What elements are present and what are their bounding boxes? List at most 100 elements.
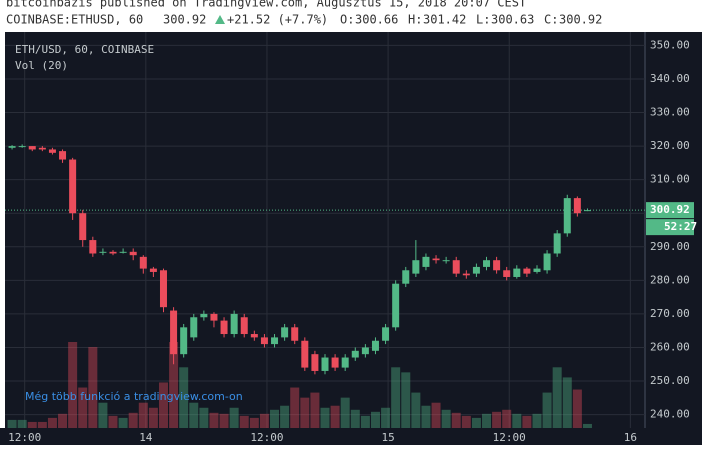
volume-bar (381, 407, 391, 428)
volume-bar (108, 415, 118, 428)
y-tick-label: 330.00 (650, 106, 690, 119)
volume-bar (199, 407, 209, 428)
candle-body (402, 270, 410, 284)
publisher-line: bitcoinbazis published on TradingView.co… (6, 0, 526, 10)
countdown-tag (646, 219, 694, 236)
volume-bar (572, 389, 582, 428)
x-tick-label: 12:00 (250, 431, 283, 444)
volume-bar (401, 372, 411, 428)
volume-bar (17, 419, 27, 428)
candle-body (250, 334, 258, 338)
promo[interactable]: Még több funkció a tradingview.com-on (25, 390, 243, 403)
candle-body (351, 350, 359, 358)
candle-body (99, 251, 107, 253)
ohlc-label: H: (408, 13, 422, 27)
candle-body (392, 283, 400, 328)
candle-body (442, 260, 450, 262)
candle-body (281, 327, 289, 338)
volume-bar (492, 411, 502, 428)
candle-body (311, 354, 319, 371)
candle-body (503, 270, 511, 277)
symbol: COINBASE:ETHUSD, 60 (6, 13, 143, 27)
volume-bar (512, 413, 522, 428)
candle-body (200, 313, 208, 318)
volume-bar (290, 387, 300, 428)
candle-body (553, 233, 561, 254)
volume-bar (249, 417, 259, 428)
candle-body (513, 268, 521, 277)
price-tag (646, 202, 694, 219)
candle-body (301, 340, 309, 368)
x-tick-label: 16 (624, 431, 637, 444)
y-tick-label: 310.00 (650, 173, 690, 186)
candle-body (533, 268, 541, 272)
volume-bar (189, 402, 199, 428)
volume-bar (451, 412, 461, 428)
candle-body (159, 270, 167, 308)
candle-body (220, 320, 228, 335)
candle-body (180, 327, 188, 355)
volume-bar (88, 347, 98, 428)
volume-bar (360, 415, 370, 428)
candle-body (28, 146, 36, 150)
volume-bar (320, 407, 330, 428)
volume-bar (370, 411, 380, 428)
y-tick-label: 260.00 (650, 340, 690, 353)
candle-body (139, 256, 147, 269)
candle-body (109, 251, 117, 254)
volume-bar (391, 367, 401, 428)
ohlc-value: 300.66 (355, 13, 398, 27)
volume-bar (7, 419, 17, 428)
candle-body (291, 327, 299, 341)
candle-body (190, 317, 198, 338)
candle-body (59, 151, 67, 160)
volume-bar (431, 402, 441, 428)
volume-bar (138, 402, 148, 428)
volume-bar (441, 409, 451, 428)
volume-bar (158, 382, 168, 428)
y-tick-label: 290.00 (650, 240, 690, 253)
volume-bar (482, 413, 492, 428)
ohlc-label: O: (340, 13, 354, 27)
volume-bar (300, 397, 310, 428)
price-tag-label: 300.92 (650, 203, 690, 216)
x-tick-label: 14 (139, 431, 153, 444)
volume-bar (68, 342, 78, 428)
volume-bar (179, 367, 189, 428)
grid: 240.00 250.00 260.00 270.00 280.00 290.00 300.… (5, 32, 690, 444)
volume-bar (502, 409, 512, 428)
volume-bar (522, 415, 532, 428)
x-tick-label: 15 (381, 431, 394, 444)
y-tick-label: 320.00 (650, 139, 690, 152)
volume-title: Vol (20) (15, 59, 68, 72)
candle-body (543, 253, 551, 271)
candle-body (371, 340, 379, 351)
candle-body (361, 347, 369, 355)
countdown: 52:27 (664, 220, 697, 233)
candle-body (119, 251, 127, 253)
volume-bar (239, 415, 249, 428)
candle-body (8, 146, 16, 148)
candle-body (563, 198, 571, 234)
y-tick-label: 240.00 (650, 408, 690, 421)
volume-bar (421, 405, 431, 428)
candle-body (483, 260, 491, 267)
y-tick-label: 350.00 (650, 38, 690, 51)
volume-bar (47, 417, 57, 428)
candle-body (493, 260, 501, 271)
candle-body (271, 337, 279, 345)
candle-body (48, 149, 56, 153)
legend-title: ETH/USD, 60, COINBASE (15, 43, 154, 56)
volume-bar (471, 417, 481, 428)
candle-body (382, 327, 390, 341)
volume-bar (219, 413, 229, 428)
ohlc: O: 300.66 H: 301.42 L: 300.63 C: 300.92 (340, 13, 602, 27)
candle-body (240, 317, 248, 335)
x-tick-label: 12:00 (8, 431, 41, 444)
last-price: 300.92 (163, 13, 206, 27)
volume-bar (461, 415, 471, 428)
volume-bar (562, 377, 572, 428)
volume-bar (542, 392, 552, 428)
candle-body (462, 273, 470, 276)
